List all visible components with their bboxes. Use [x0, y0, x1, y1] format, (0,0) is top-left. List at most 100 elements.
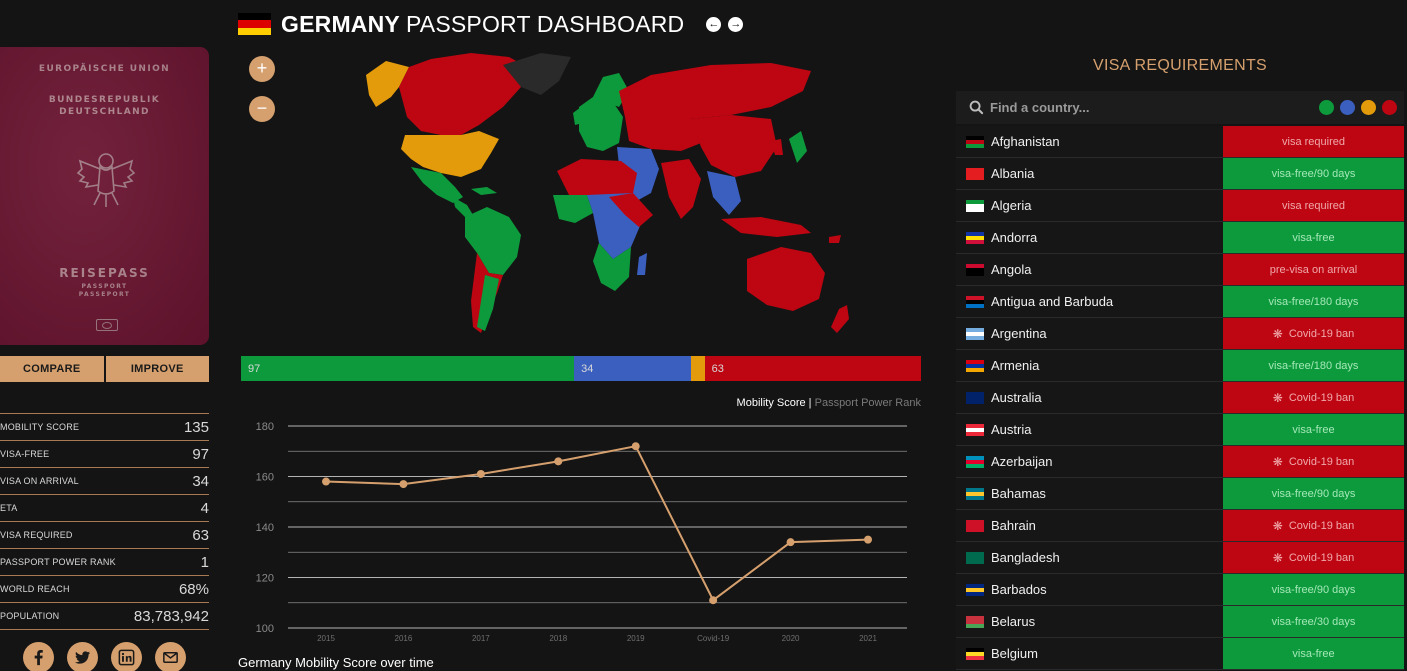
mobility-data-point[interactable] [322, 477, 330, 486]
visa-status-badge: ❋ Covid-19 ban [1223, 446, 1404, 477]
status-filter-dot[interactable] [1361, 100, 1376, 115]
country-name: Bangladesh [991, 550, 1060, 565]
chart-caption: Germany Mobility Score over time [238, 655, 434, 670]
zoom-out-button[interactable]: − [249, 96, 275, 122]
map-region-uk [573, 107, 583, 125]
country-flag-icon [966, 295, 984, 308]
country-row[interactable]: Argentina ❋ Covid-19 ban [956, 318, 1404, 350]
visa-status-badge: visa-free/90 days [1223, 478, 1404, 509]
mobility-data-point[interactable] [554, 457, 563, 466]
country-row[interactable]: Angola pre-visa on arrival [956, 254, 1404, 286]
linkedin-icon[interactable] [111, 642, 142, 671]
country-name: Albania [991, 166, 1035, 181]
mobility-data-point[interactable] [631, 442, 640, 451]
social-links [23, 642, 186, 671]
map-region-europe-west [579, 97, 623, 151]
improve-button[interactable]: IMPROVE [105, 356, 209, 382]
map-region-korea [771, 139, 783, 155]
map-region-south-america-north [465, 207, 521, 275]
mobility-data-point[interactable] [709, 596, 718, 605]
mobility-data-point[interactable] [476, 469, 485, 478]
world-map[interactable] [241, 47, 921, 347]
country-name: Algeria [991, 198, 1032, 213]
y-tick-label: 100 [256, 623, 274, 635]
stat-label: VISA ON ARRIVAL [0, 476, 79, 486]
country-search-input[interactable] [990, 100, 1210, 115]
mobility-data-point[interactable] [399, 480, 408, 489]
x-tick-label: 2018 [549, 634, 567, 643]
mobility-chart-svg: 100 120 140 160 180 2015 2016 2017 2018 2019 Covid… [256, 421, 907, 643]
country-row[interactable]: Andorra visa-free [956, 222, 1404, 254]
zoom-in-button[interactable]: + [249, 56, 275, 82]
country-flag-icon [966, 231, 984, 244]
country-name: Bahamas [991, 486, 1046, 501]
mobility-data-point[interactable] [786, 538, 795, 547]
mobility-series-line [325, 445, 869, 602]
status-filters [1319, 100, 1397, 115]
country-row[interactable]: Bahamas visa-free/90 days [956, 478, 1404, 510]
country-name: Afghanistan [991, 134, 1060, 149]
country-row[interactable]: Algeria visa required [956, 190, 1404, 222]
country-row[interactable]: Australia ❋ Covid-19 ban [956, 382, 1404, 414]
country-name-cell: Bahamas [956, 478, 1223, 509]
title-suffix: PASSPORT DASHBOARD [405, 10, 685, 37]
covid-virus-icon: ❋ [1272, 550, 1283, 565]
country-row[interactable]: Azerbaijan ❋ Covid-19 ban [956, 446, 1404, 478]
country-name: Antigua and Barbuda [991, 294, 1114, 309]
visa-status-text: visa required [1282, 199, 1345, 212]
country-list: Afghanistan visa required Albania visa-free… [956, 126, 1404, 671]
status-filter-dot[interactable] [1319, 100, 1334, 115]
country-row[interactable]: Barbados visa-free/90 days [956, 574, 1404, 606]
visa-status-badge: visa-free/90 days [1223, 158, 1404, 189]
arrow-right-icon[interactable]: → [728, 16, 744, 32]
visa-status-badge: visa-free/30 days [1223, 606, 1404, 637]
map-region-north-africa [557, 159, 637, 197]
stat-label: POPULATION [0, 611, 60, 621]
compare-button[interactable]: COMPARE [0, 356, 104, 382]
twitter-icon[interactable] [67, 642, 98, 671]
passport-line-passport: PASSPORT [81, 283, 128, 290]
status-filter-dot[interactable] [1340, 100, 1355, 115]
stat-value: 68% [178, 580, 209, 598]
email-icon[interactable] [155, 642, 186, 671]
country-row[interactable]: Antigua and Barbuda visa-free/180 days [956, 286, 1404, 318]
arrow-left-icon[interactable]: ← [706, 16, 722, 32]
map-region-mexico [411, 167, 463, 203]
visa-status-text: pre-visa on arrival [1269, 263, 1358, 276]
country-row[interactable]: Afghanistan visa required [956, 126, 1404, 158]
power-rank-tab[interactable]: Passport Power Rank [814, 397, 921, 409]
y-tick-label: 160 [256, 472, 274, 484]
x-tick-label: 2020 [782, 634, 800, 643]
country-flag-icon [966, 199, 984, 212]
visa-status-badge: visa required [1223, 126, 1404, 157]
map-region-west-africa [553, 195, 593, 223]
visa-status-badge: visa-free [1223, 638, 1404, 669]
mobility-score-tab[interactable]: Mobility Score [736, 397, 806, 409]
visa-status-badge: visa-free/180 days [1223, 286, 1404, 317]
country-flag-icon [966, 487, 984, 500]
nav-arrows: ← → [706, 16, 744, 32]
visa-status-badge: visa-free [1223, 414, 1404, 445]
facebook-icon[interactable] [23, 642, 54, 671]
stat-label: PASSPORT POWER RANK [0, 557, 116, 567]
country-row[interactable]: Austria visa-free [956, 414, 1404, 446]
stat-row: VISA ON ARRIVAL 34 [0, 468, 209, 495]
visa-status-text: visa-free/90 days [1271, 487, 1356, 500]
country-flag-icon [966, 359, 984, 372]
country-name-cell: Angola [956, 254, 1223, 285]
map-region-canada [399, 53, 531, 135]
country-row[interactable]: Albania visa-free/90 days [956, 158, 1404, 190]
visa-status-text: Covid-19 ban [1288, 327, 1355, 340]
mobility-data-point[interactable] [864, 535, 872, 544]
world-map-svg[interactable] [241, 47, 921, 347]
country-row[interactable]: Bahrain ❋ Covid-19 ban [956, 510, 1404, 542]
map-region-russia [619, 63, 811, 123]
country-row[interactable]: Belgium visa-free [956, 638, 1404, 670]
country-flag-icon [966, 551, 984, 564]
stat-value: 34 [192, 472, 209, 490]
country-row[interactable]: Bangladesh ❋ Covid-19 ban [956, 542, 1404, 574]
search-icon [969, 100, 984, 115]
country-row[interactable]: Armenia visa-free/180 days [956, 350, 1404, 382]
status-filter-dot[interactable] [1382, 100, 1397, 115]
country-row[interactable]: Belarus visa-free/30 days [956, 606, 1404, 638]
